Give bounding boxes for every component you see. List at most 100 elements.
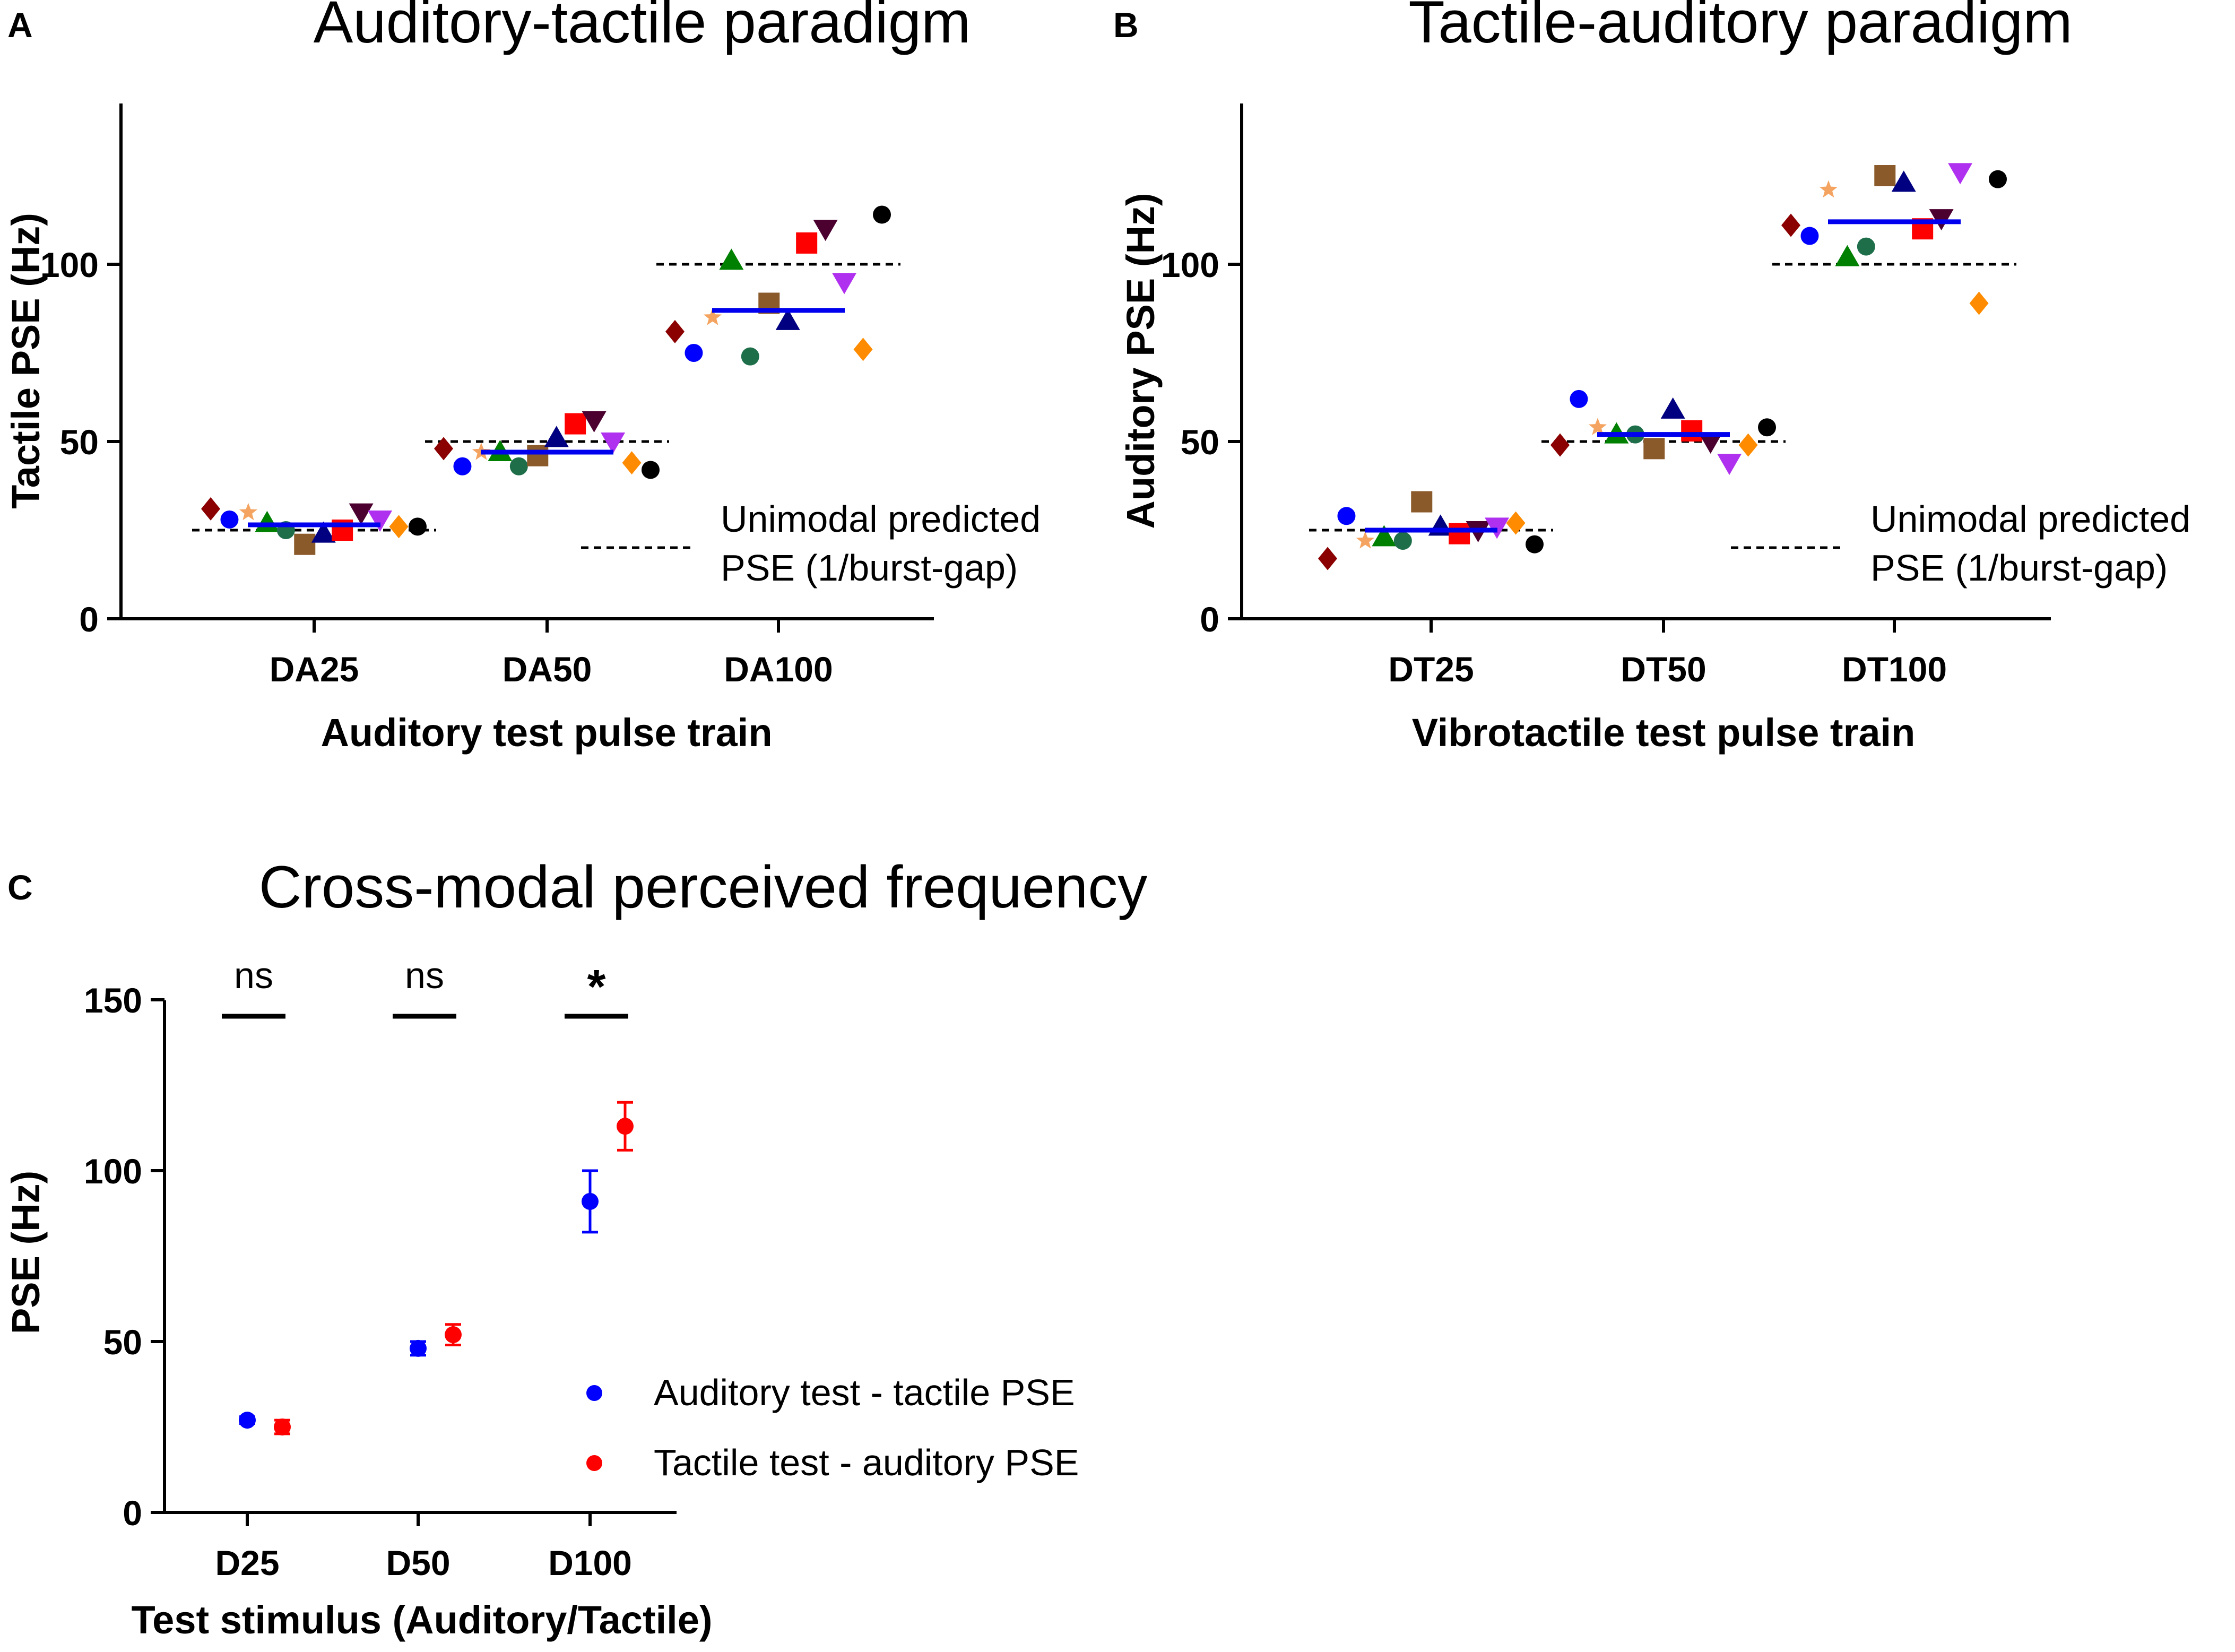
panel-b-data-point xyxy=(1989,170,2007,188)
panel-letter-b: B xyxy=(1113,5,1139,45)
panel-a-plot: 0 50 100 DA25 DA50 DA100 xyxy=(40,103,934,689)
panel-a-data-point xyxy=(665,319,685,343)
panel-a-legend-line1: Unimodal predicted xyxy=(721,498,1041,540)
panel-b-y-tick-label: 0 xyxy=(1200,600,1219,639)
panel-c: Cross-modal perceived frequency Test sti… xyxy=(4,854,1147,1642)
panel-c-mean-point xyxy=(445,1326,462,1344)
panel-b-x-axis-label: Vibrotactile test pulse train xyxy=(1412,711,1916,755)
panel-b-data-point xyxy=(1681,420,1703,442)
panel-b-legend-line1: Unimodal predicted xyxy=(1870,498,2190,540)
panel-b-data-point xyxy=(1857,237,1875,256)
panel-b-data-point xyxy=(1948,163,1973,185)
panel-c-mean-point xyxy=(582,1192,599,1210)
panel-b-data-point xyxy=(1717,454,1742,475)
panel-c-mean-point xyxy=(274,1419,291,1435)
panel-c-plot: 0 50 100 150 D25 D50 D100 ns ns * xyxy=(84,955,677,1582)
panel-c-x-axis-label: Test stimulus (Auditory/Tactile) xyxy=(131,1598,712,1642)
panel-c-legend-label-blue: Auditory test - tactile PSE xyxy=(654,1372,1075,1413)
panel-c-legend-label-red: Tactile test - auditory PSE xyxy=(654,1442,1079,1483)
panel-b-data-point xyxy=(1588,418,1607,435)
panel-a-x-tick-label: DA50 xyxy=(503,650,592,689)
panel-a-data-point xyxy=(703,308,722,325)
panel-a-data-point xyxy=(453,457,472,475)
panel-b-data-point xyxy=(1835,245,1860,266)
panel-c-legend: Auditory test - tactile PSE Tactile test… xyxy=(586,1372,1079,1483)
panel-b-legend: Unimodal predicted PSE (1/burst-gap) xyxy=(1731,498,2190,589)
panel-a-data-point xyxy=(544,426,569,447)
panel-b-data-point xyxy=(1411,491,1433,513)
panel-a-y-tick-label: 100 xyxy=(40,245,99,284)
panel-b-data-point xyxy=(1506,511,1526,535)
panel-a-data-point xyxy=(294,533,316,555)
panel-c-y-tick-label: 50 xyxy=(103,1322,142,1362)
panel-a-title: Auditory-tactile paradigm xyxy=(314,0,971,55)
panel-b-x-tick-label: DT50 xyxy=(1621,650,1706,689)
panel-b-data-point xyxy=(1819,180,1838,198)
panel-b-data-point xyxy=(1393,532,1412,550)
panel-b-x-tick-label: DT25 xyxy=(1388,650,1474,689)
panel-b-data-point xyxy=(1698,433,1723,454)
panel-b-y-tick-label: 50 xyxy=(1181,422,1219,462)
panel-a-data-point xyxy=(741,347,759,366)
panel-a-data-point xyxy=(642,461,660,479)
panel-c-y-tick-label: 100 xyxy=(84,1152,142,1191)
panel-b-data-point xyxy=(1550,433,1570,457)
panel-a-y-axis-label: Tactile PSE (Hz) xyxy=(4,213,48,509)
panel-c-y-tick-label: 150 xyxy=(84,981,142,1020)
panel-b-data-point xyxy=(1891,170,1916,192)
panel-b-x-tick-label: DT100 xyxy=(1842,650,1947,689)
panel-a-data-point xyxy=(622,451,642,475)
panel-c-x-tick-label: D25 xyxy=(215,1543,279,1582)
panel-c-significance-label: ns xyxy=(405,955,444,996)
panel-a-data-point xyxy=(509,457,528,475)
panel-c-significance-label: * xyxy=(587,961,605,1014)
panel-b-data-point xyxy=(1643,438,1665,460)
panel-a-data-point xyxy=(565,413,586,435)
panel-c-legend-marker-blue xyxy=(586,1385,602,1401)
panel-a-x-tick-label: DA100 xyxy=(724,650,833,689)
panel-b-data-point xyxy=(1969,291,1989,315)
panel-b-data-point xyxy=(1874,165,1896,186)
panel-c-legend-marker-red xyxy=(586,1455,602,1471)
panel-a-y-tick-label: 50 xyxy=(60,422,99,462)
panel-a-data-point xyxy=(220,510,239,529)
panel-b-y-tick-label: 100 xyxy=(1161,245,1219,284)
panel-a-data-point xyxy=(853,338,873,361)
panel-c-y-tick-label: 0 xyxy=(123,1493,142,1533)
panel-a-data-point xyxy=(409,517,427,536)
panel-a-data-point xyxy=(775,308,800,330)
panel-a: Auditory-tactile paradigm Auditory test … xyxy=(4,0,1041,755)
panel-b-title: Tactile-auditory paradigm xyxy=(1408,0,2072,55)
panel-a-data-point xyxy=(685,344,703,362)
panel-a-data-point xyxy=(582,411,607,433)
panel-a-data-point xyxy=(527,445,549,466)
panel-b: Tactile-auditory paradigm Vibrotactile t… xyxy=(1119,0,2190,755)
panel-c-mean-point xyxy=(410,1339,427,1357)
panel-b-data-point xyxy=(1758,418,1776,437)
panel-b-data-point xyxy=(1570,390,1588,408)
panel-a-data-point xyxy=(201,497,220,521)
panel-a-data-point xyxy=(873,205,891,224)
panel-a-data-point xyxy=(311,521,336,543)
panel-a-data-point xyxy=(832,273,857,295)
panel-b-legend-line2: PSE (1/burst-gap) xyxy=(1870,547,2168,589)
panel-a-data-point xyxy=(349,503,374,525)
panel-b-data-point xyxy=(1660,397,1685,419)
panel-a-data-point xyxy=(434,437,453,461)
panel-b-data-point xyxy=(1738,433,1758,457)
panel-a-y-tick-label: 0 xyxy=(79,600,99,639)
panel-c-y-axis-label: PSE (Hz) xyxy=(4,1171,48,1334)
panel-a-data-point xyxy=(796,232,818,254)
panel-a-data-point xyxy=(239,503,257,521)
panel-c-mean-point xyxy=(239,1412,256,1429)
panel-b-data-point xyxy=(1337,507,1356,525)
panel-a-data-point xyxy=(601,433,626,454)
panel-a-legend: Unimodal predicted PSE (1/burst-gap) xyxy=(581,498,1041,589)
panel-a-data-point xyxy=(389,515,409,539)
panel-a-data-point xyxy=(719,248,744,270)
panel-b-data-point xyxy=(1318,547,1337,570)
panel-b-data-point xyxy=(1800,227,1819,245)
panel-b-data-point xyxy=(1781,213,1800,237)
panel-b-data-point xyxy=(1526,535,1544,553)
